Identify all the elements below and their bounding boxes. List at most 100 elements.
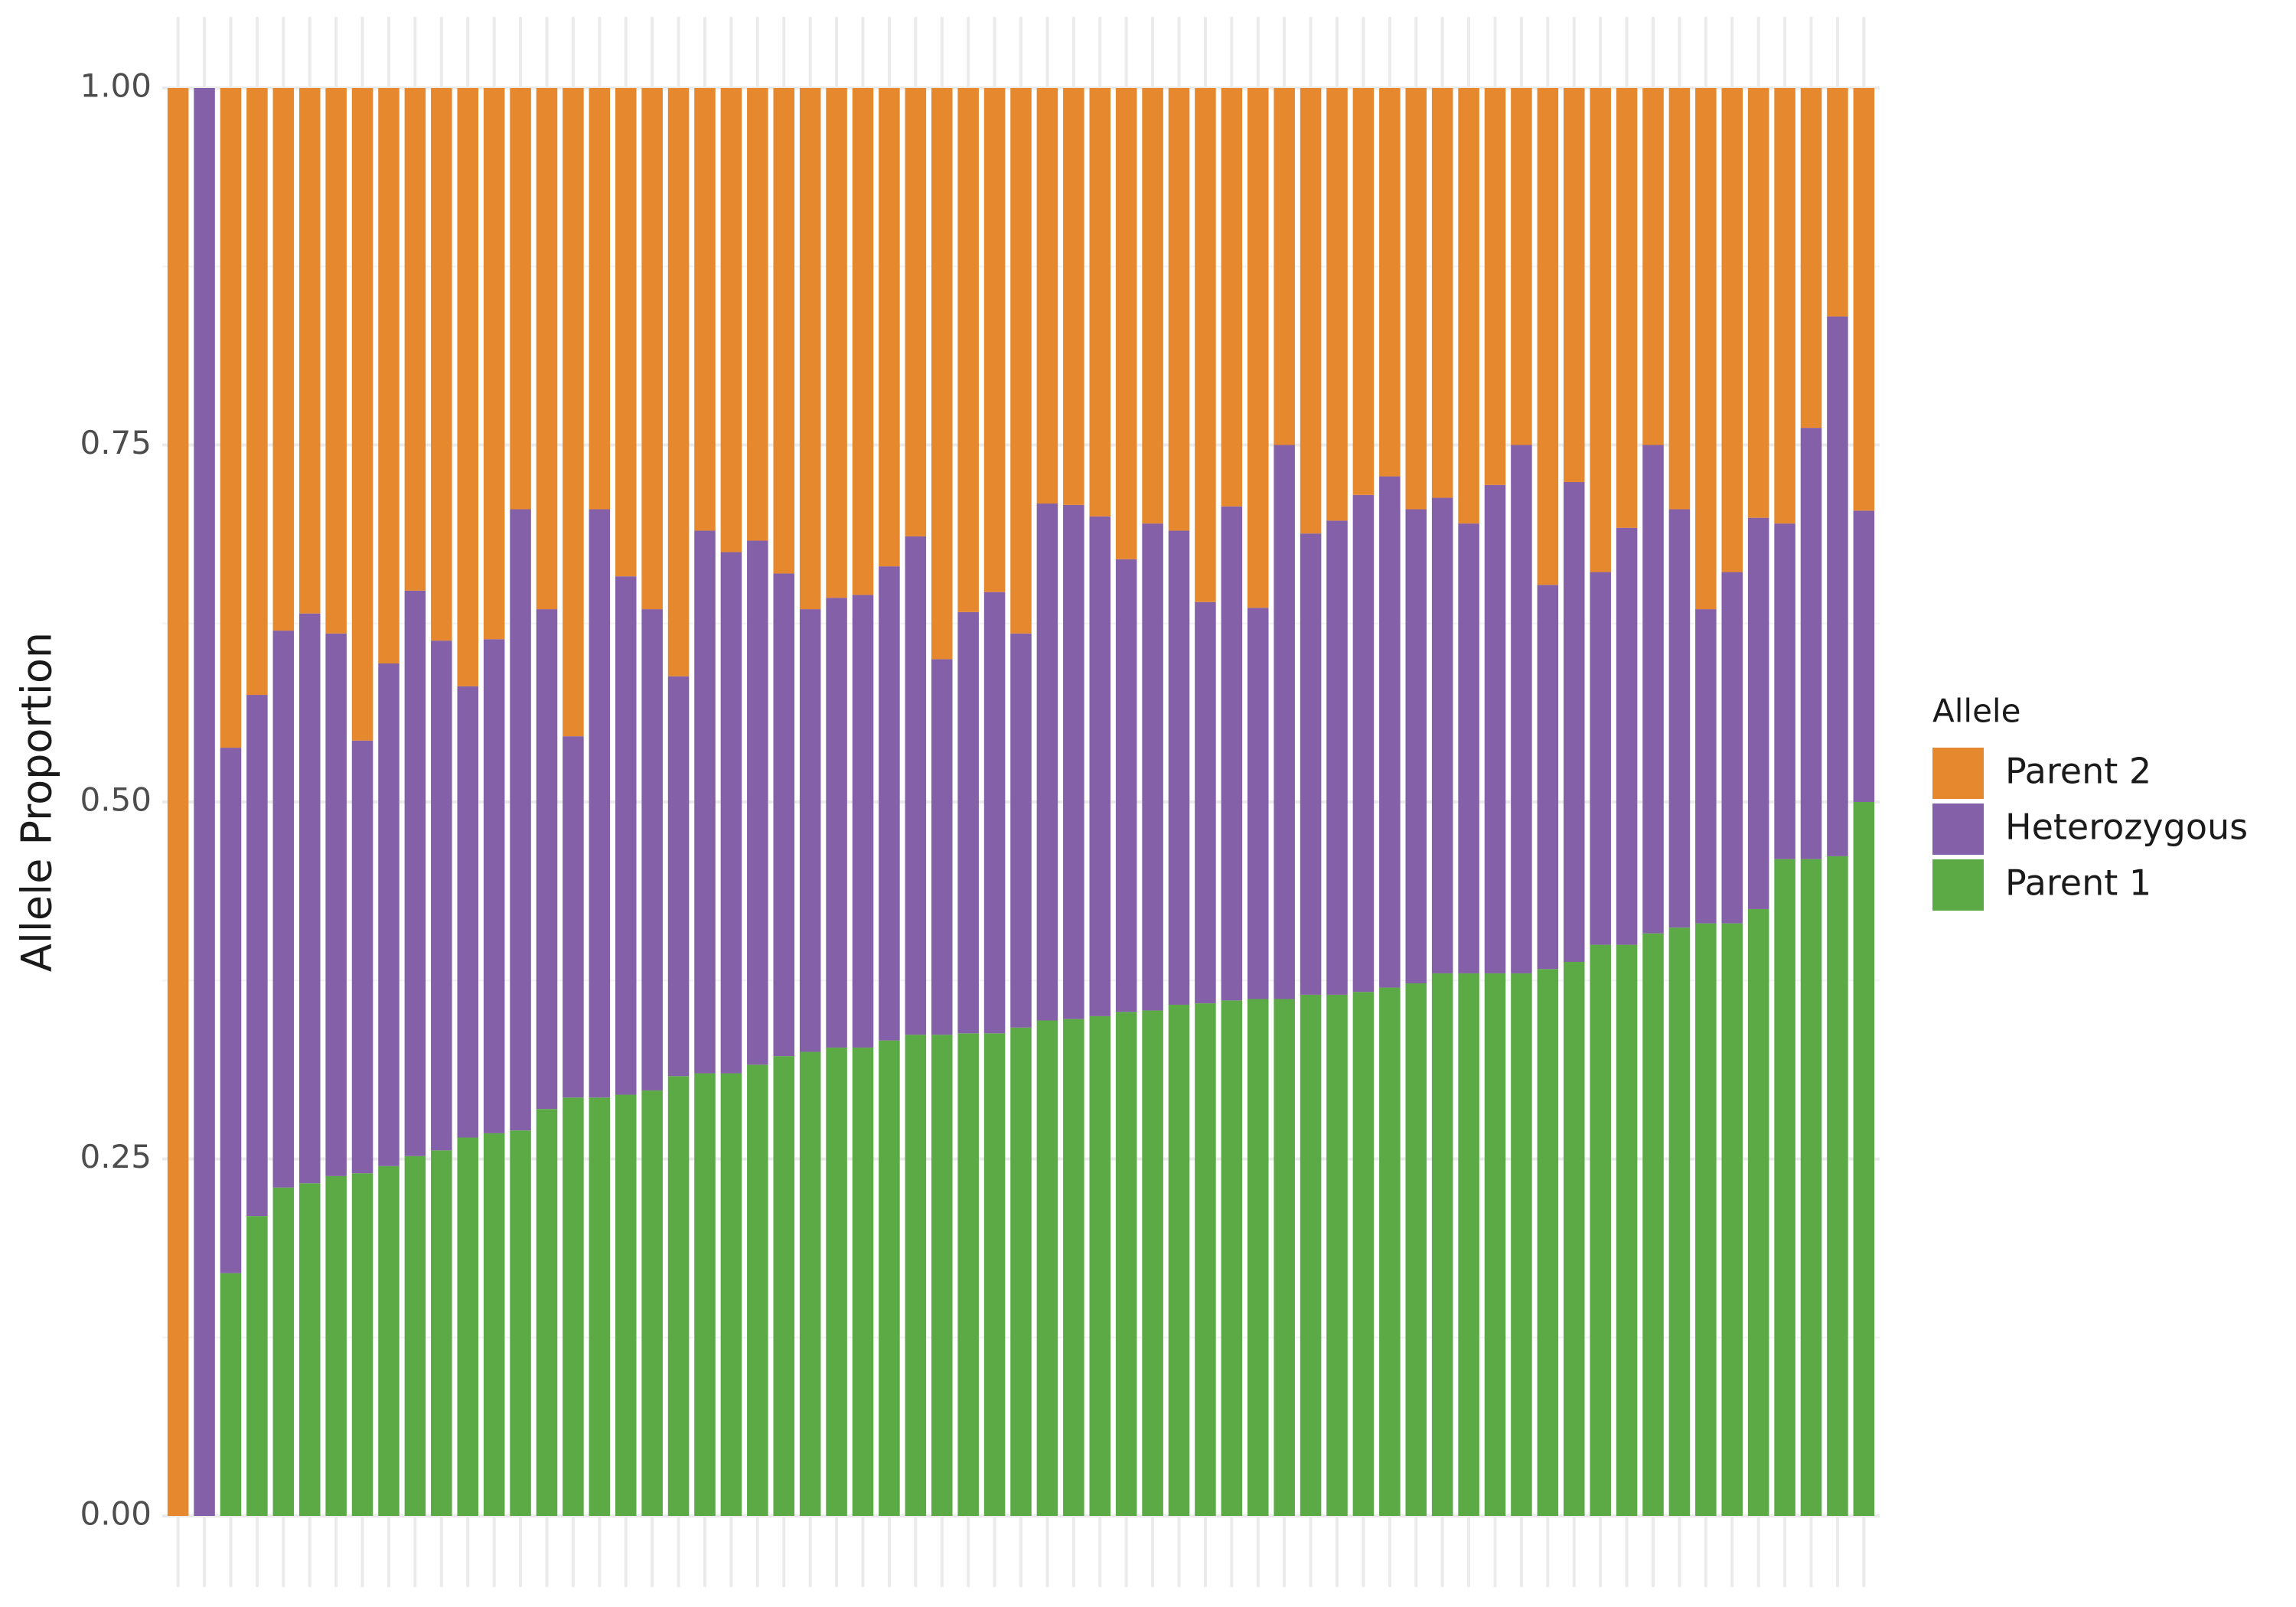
legend-key <box>1932 748 1984 799</box>
bar-segment <box>1326 994 1348 1516</box>
bar-segment <box>378 663 400 1166</box>
bar-segment <box>1827 856 1848 1516</box>
bar-segment <box>351 1173 373 1516</box>
bar-segment <box>1115 1012 1137 1516</box>
bar-segment <box>773 1056 795 1516</box>
bar-segment <box>905 1035 927 1516</box>
bar-segment <box>1142 1010 1163 1516</box>
bar-segment <box>1405 88 1427 510</box>
bar-segment <box>694 1073 716 1516</box>
bar-segment <box>1352 992 1375 1516</box>
bar-segment <box>1379 88 1401 477</box>
bar-segment <box>694 530 716 1074</box>
bar-segment <box>536 609 558 1110</box>
bar-segment <box>1168 88 1190 531</box>
bar-segment <box>510 88 531 510</box>
bar-segment <box>1431 973 1453 1516</box>
bar-segment <box>1511 445 1532 973</box>
bar-segment <box>1827 88 1848 317</box>
bar-segment <box>720 552 742 1074</box>
bar-segment <box>879 1040 900 1516</box>
bar-segment <box>1537 585 1559 970</box>
bar-segment <box>1747 88 1769 518</box>
bar-segment <box>773 88 795 574</box>
bar-segment <box>641 1090 663 1516</box>
bar-segment <box>1563 482 1585 962</box>
bar-segment <box>852 1047 874 1516</box>
bar-segment <box>589 509 611 1098</box>
bar-segment <box>1036 504 1058 1021</box>
bar-segment <box>325 633 347 1176</box>
bar-segment <box>1511 973 1532 1516</box>
bar-segment <box>1195 601 1216 1004</box>
bar-segment <box>1616 88 1638 528</box>
bar-segment <box>1063 1019 1084 1516</box>
bar-segment <box>983 1033 1006 1516</box>
bar-segment <box>1747 908 1769 1516</box>
legend-key <box>1932 859 1984 911</box>
bar-segment <box>1195 88 1216 602</box>
y-tick-label: 0.75 <box>80 424 152 461</box>
bar-segment <box>1115 88 1137 559</box>
bar-segment <box>1326 88 1348 521</box>
bar-segment <box>589 88 611 510</box>
bar-segment <box>799 1051 821 1516</box>
bar-segment <box>641 609 663 1090</box>
bar-segment <box>1642 445 1664 934</box>
bar-segment <box>1668 88 1691 510</box>
bar-segment <box>431 641 452 1151</box>
bar-segment <box>563 736 584 1098</box>
bar-segment <box>1300 533 1322 995</box>
bar-segment <box>641 88 663 610</box>
bar-segment <box>879 566 900 1041</box>
bar-segment <box>1010 88 1032 634</box>
bar-segment <box>589 1097 611 1516</box>
bar-segment <box>1036 1020 1058 1516</box>
bar-segment <box>1616 527 1638 945</box>
bar-segment <box>1168 530 1190 1005</box>
bar-segment <box>457 686 479 1138</box>
bar-segment <box>747 540 768 1065</box>
bar-segment <box>1221 1000 1243 1516</box>
bar-segment <box>298 1183 321 1516</box>
bar-segment <box>1221 88 1243 507</box>
bar-segment <box>1563 961 1585 1516</box>
bar-segment <box>667 676 690 1077</box>
bar-segment <box>1563 88 1585 483</box>
bar-segment <box>1747 517 1769 909</box>
bar-segment <box>351 740 373 1174</box>
bar-segment <box>1695 88 1717 610</box>
bar-segment <box>536 88 558 610</box>
bar-segment <box>1800 428 1822 859</box>
bar-segment <box>667 1076 690 1516</box>
bar-segment <box>931 88 953 660</box>
bar-segment <box>747 1064 768 1516</box>
bar-segment <box>931 659 953 1035</box>
bar-segment <box>1115 559 1137 1012</box>
bar-segment <box>615 88 637 577</box>
bar-segment <box>879 88 900 567</box>
bar-segment <box>431 1150 452 1516</box>
bar-segment <box>1774 88 1795 524</box>
bar-segment <box>1247 608 1269 999</box>
bar-segment <box>457 88 479 686</box>
bar-segment <box>1458 88 1479 524</box>
bar-segment <box>826 1047 847 1516</box>
bar-segment <box>272 1187 295 1516</box>
bar-segment <box>667 88 690 676</box>
bar-segment <box>615 576 637 1095</box>
bar-segment <box>826 598 847 1048</box>
bar-segment <box>483 1133 505 1516</box>
bar-segment <box>510 1130 531 1516</box>
bar-segment <box>1063 88 1084 505</box>
bar-segment <box>404 1156 426 1516</box>
bar-segment <box>378 88 400 663</box>
bar-segment <box>1668 509 1691 928</box>
bar-segment <box>1300 994 1322 1516</box>
bar-segment <box>1010 1027 1032 1516</box>
bar-segment <box>404 88 426 591</box>
bar-segment <box>167 88 189 1516</box>
bar-segment <box>272 88 295 631</box>
bar-segment <box>1221 506 1243 1001</box>
